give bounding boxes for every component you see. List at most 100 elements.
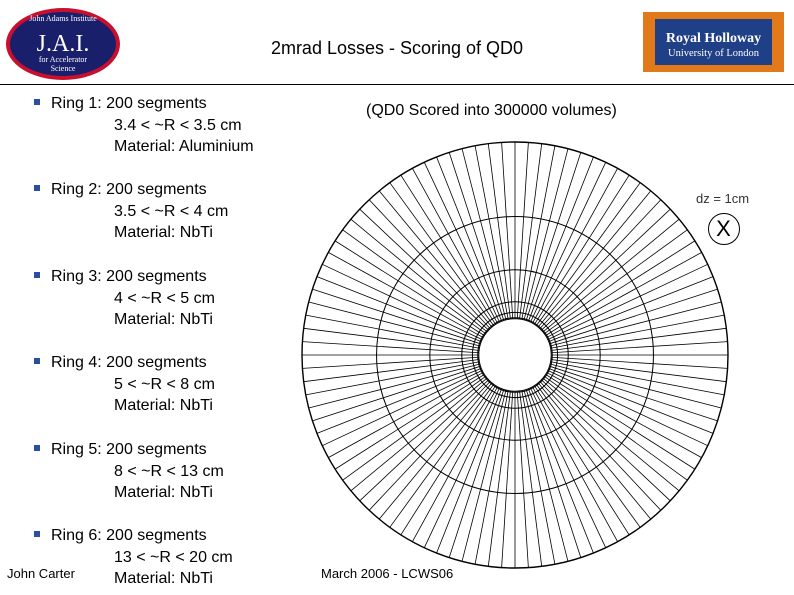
segment-divider-line <box>423 162 500 323</box>
title-divider <box>0 84 794 85</box>
segment-divider-line <box>550 361 725 396</box>
ring-heading: Ring 4: 200 segments <box>51 354 207 371</box>
segment-divider-line <box>501 142 514 319</box>
segment-divider-line <box>334 240 485 336</box>
segment-divider-line <box>541 379 671 502</box>
scored-volumes-note: (QD0 Scored into 300000 volumes) <box>366 102 617 119</box>
segment-divider-line <box>368 381 491 511</box>
segment-divider-line <box>516 142 529 319</box>
ring-material: Material: NbTi <box>114 484 213 501</box>
segment-divider-line <box>521 145 556 320</box>
ring-radius-range: 3.4 < ~R < 3.5 cm <box>114 116 242 134</box>
segment-divider-line <box>461 389 507 562</box>
jai-logo-line2: J.A.I. <box>37 31 90 57</box>
segment-divider-line <box>534 174 630 325</box>
segment-divider-line <box>400 385 496 536</box>
segment-divider-line <box>378 382 493 520</box>
segment-divider-line <box>448 389 505 558</box>
segment-divider-line <box>312 365 481 422</box>
ring-heading: Ring 2: 200 segments <box>51 181 207 198</box>
ring-material: Material: NbTi <box>114 224 213 241</box>
segment-divider-line <box>550 327 727 351</box>
segment-divider-line <box>546 372 702 458</box>
bullet-icon <box>34 445 40 451</box>
segment-divider-line <box>539 381 662 511</box>
segment-divider-line <box>541 208 671 331</box>
segment-divider-line <box>530 387 607 548</box>
segment-divider-line <box>474 145 509 320</box>
jai-logo: John Adams Institute J.A.I. for Accelera… <box>6 8 120 80</box>
segment-divider-line <box>532 168 618 324</box>
segment-divider-line <box>521 390 556 565</box>
segment-divider-line <box>368 199 491 329</box>
segment-divider-line <box>308 301 481 347</box>
segment-divider-line <box>328 372 484 458</box>
segment-divider-line <box>423 387 500 548</box>
segment-divider-line <box>545 240 696 336</box>
dz-label: dz = 1cm <box>696 191 750 206</box>
ring-heading: Ring 6: 200 segments <box>51 527 207 544</box>
segment-divider-line <box>342 375 486 481</box>
segment-divider-line <box>322 263 483 340</box>
ring-radius-range: 5 < ~R < 8 cm <box>114 375 215 393</box>
segment-divider-line <box>461 148 507 321</box>
segment-divider-line <box>550 314 725 349</box>
segment-divider-line <box>542 377 680 492</box>
segment-divider-line <box>322 370 483 447</box>
segment-divider-line <box>549 363 722 409</box>
jai-logo-line3: for Accelerator <box>39 55 88 64</box>
segment-divider-line <box>436 388 503 554</box>
segment-divider-line <box>549 288 718 345</box>
segment-divider-line <box>525 152 582 321</box>
segment-divider-line <box>316 276 482 343</box>
ring-heading: Ring 5: 200 segments <box>51 441 207 458</box>
segment-divider-line <box>303 327 480 351</box>
segment-divider-line <box>389 384 495 528</box>
segment-divider-line <box>551 341 728 354</box>
bullet-icon <box>34 531 40 537</box>
segment-divider-line <box>316 367 482 434</box>
bullet-icon <box>34 358 40 364</box>
segment-divider-line <box>527 156 594 322</box>
segment-divider-line <box>334 374 485 470</box>
segment-divider-line <box>487 143 511 320</box>
ring-boundary-circle <box>477 317 553 393</box>
segment-divider-line <box>527 388 594 554</box>
ring-boundary-circle <box>461 301 569 409</box>
royal-holloway-logo: Royal Holloway University of London <box>643 12 784 72</box>
segment-divider-line <box>523 148 569 321</box>
bullet-icon <box>34 185 40 191</box>
segment-divider-line <box>389 182 495 326</box>
segment-divider-line <box>542 218 680 333</box>
segment-divider-line <box>302 356 479 369</box>
slide-title: 2mrad Losses - Scoring of QD0 <box>270 38 524 58</box>
jai-logo-line1: John Adams Institute <box>29 14 97 23</box>
segment-divider-line <box>312 288 481 345</box>
jai-logo-line4: Science <box>51 64 76 73</box>
ring-boundary-circle <box>376 216 654 494</box>
segment-divider-line <box>534 385 630 536</box>
segment-divider-line <box>537 190 652 328</box>
segment-divider-line <box>551 356 728 369</box>
ring-radius-range: 4 < ~R < 5 cm <box>114 289 215 307</box>
segment-divider-line <box>546 252 702 338</box>
segment-divider-line <box>305 314 480 349</box>
ring-boundary-circle <box>471 311 559 399</box>
ring-boundary-circle <box>429 269 601 441</box>
segment-divider-line <box>550 359 727 383</box>
segment-divider-line <box>545 374 696 470</box>
segment-divider-line <box>302 341 479 354</box>
segment-divider-line <box>547 263 708 340</box>
segment-divider-line <box>412 386 498 542</box>
dz-symbol-text: X <box>716 216 731 241</box>
segment-divider-line <box>342 229 486 335</box>
segment-divider-line <box>501 391 514 568</box>
ring-boundary-circle <box>301 141 729 569</box>
segment-divider-line <box>547 370 708 447</box>
segment-divider-line <box>535 384 641 528</box>
ring-material: Material: NbTi <box>114 397 213 414</box>
into-page-direction-icon: X <box>708 213 740 245</box>
segment-divider-line <box>412 168 498 324</box>
segment-divider-line <box>359 379 489 502</box>
segment-divider-line <box>436 156 503 322</box>
